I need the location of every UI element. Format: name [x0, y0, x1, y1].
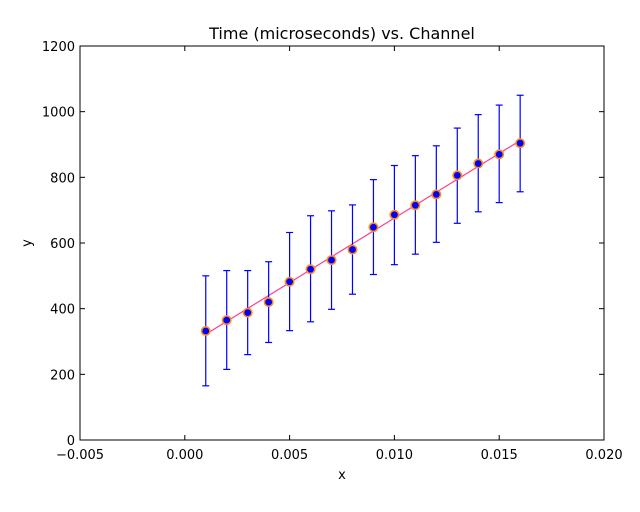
y-tick-label: 800: [50, 171, 75, 186]
y-tick-label: 400: [50, 303, 75, 318]
x-tick-label: 0.010: [376, 448, 413, 463]
x-tick-label: 0.015: [481, 448, 518, 463]
x-tick-label: 0.000: [166, 448, 203, 463]
data-point: [389, 209, 400, 220]
fit-line: [205, 140, 521, 335]
x-tick-label: 0.005: [271, 448, 308, 463]
data-point: [347, 244, 358, 255]
data-point: [431, 189, 442, 200]
data-point: [284, 276, 295, 287]
data-point: [410, 200, 421, 211]
y-tick-label: 600: [50, 237, 75, 252]
data-point: [452, 170, 463, 181]
y-tick-label: 0: [67, 434, 75, 449]
data-point: [515, 138, 526, 149]
data-point: [368, 222, 379, 233]
data-point: [242, 307, 253, 318]
y-axis-label: y: [20, 239, 35, 247]
data-point: [200, 325, 211, 336]
x-axis-ticks: −0.005 0.000 0.005 0.010 0.015 0.020: [56, 46, 623, 463]
data-point: [263, 297, 274, 308]
data-point: [494, 149, 505, 160]
y-tick-label: 1200: [42, 40, 75, 55]
x-axis-label: x: [338, 468, 346, 483]
y-tick-label: 1000: [42, 106, 75, 121]
point-layer: [200, 138, 526, 336]
data-point: [305, 264, 316, 275]
x-tick-label: 0.020: [585, 448, 622, 463]
data-point: [326, 255, 337, 266]
data-point: [473, 158, 484, 169]
data-point: [221, 315, 232, 326]
chart-title: Time (microseconds) vs. Channel: [208, 24, 475, 43]
fit-line-layer: [205, 140, 521, 335]
x-tick-label: −0.005: [56, 448, 104, 463]
y-tick-label: 200: [50, 368, 75, 383]
y-axis-ticks: 0 200 400 600 800 1000 1200: [42, 40, 604, 449]
plot-area: [79, 45, 605, 441]
